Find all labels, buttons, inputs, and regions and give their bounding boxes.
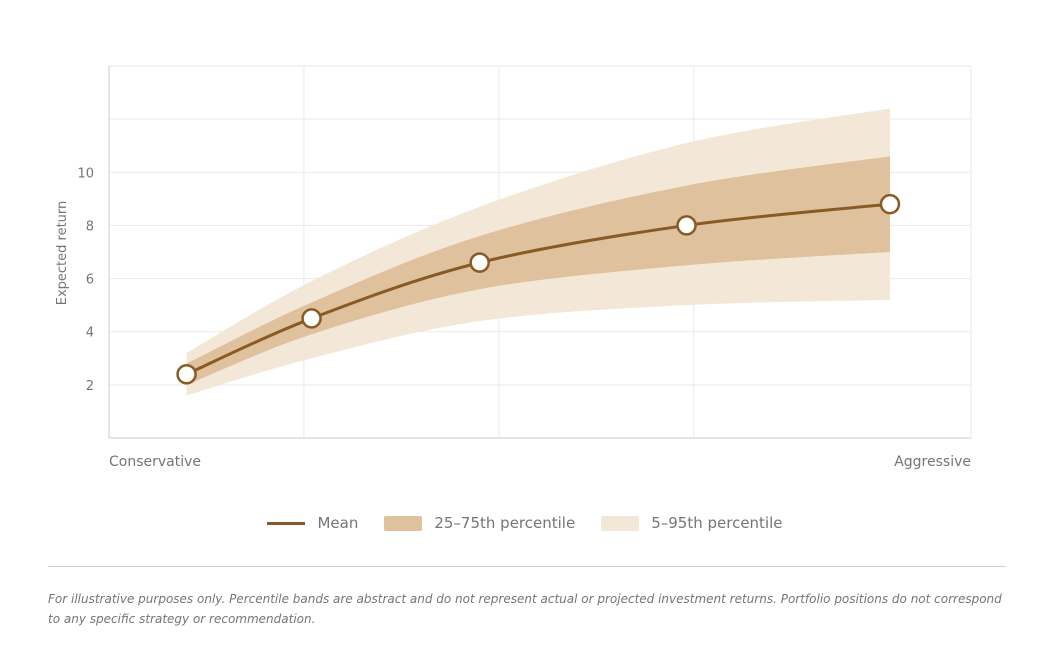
y-tick-label: 6 (86, 273, 94, 288)
legend-item-outer: 5–95th percentile (601, 514, 783, 532)
mean-line (185, 202, 892, 376)
y-axis-label: Expected return (55, 201, 70, 306)
mean-point (879, 193, 901, 215)
mean-point (301, 308, 322, 329)
y-tick-label: 4 (86, 326, 94, 341)
chart: 2 4 6 8 10 Conservative Aggressive Expected re… (55, 65, 972, 470)
tick-labels: 2 4 6 8 10 Conservative Aggressive (77, 166, 971, 470)
mean-point (469, 252, 490, 273)
axes (108, 66, 971, 439)
legend-label-outer: 5–95th percentile (651, 514, 783, 532)
y-tick-label: 8 (86, 219, 94, 234)
mean-point (676, 215, 697, 236)
legend-label-iqr: 25–75th percentile (434, 514, 576, 532)
y-tick-label: 10 (77, 166, 94, 181)
band-25-75 (186, 156, 890, 385)
legend-swatch-iqr (384, 515, 423, 531)
y-tick-label: 2 (86, 379, 94, 394)
divider (48, 566, 1006, 567)
legend: Mean 25–75th percentile 5–95th percentil… (0, 514, 1050, 532)
legend-item-iqr: 25–75th percentile (384, 514, 575, 532)
footnote: For illustrative purposes only. Percenti… (48, 592, 1002, 626)
mean-series (176, 193, 901, 385)
x-tick-label: Conservative (109, 454, 201, 470)
x-tick-label: Aggressive (894, 454, 971, 470)
legend-swatch-outer (601, 515, 640, 531)
legend-item-mean: Mean (267, 514, 358, 532)
legend-label-mean: Mean (317, 514, 359, 532)
mean-point (176, 363, 197, 385)
bands (186, 108, 890, 396)
legend-swatch-mean (267, 521, 306, 525)
